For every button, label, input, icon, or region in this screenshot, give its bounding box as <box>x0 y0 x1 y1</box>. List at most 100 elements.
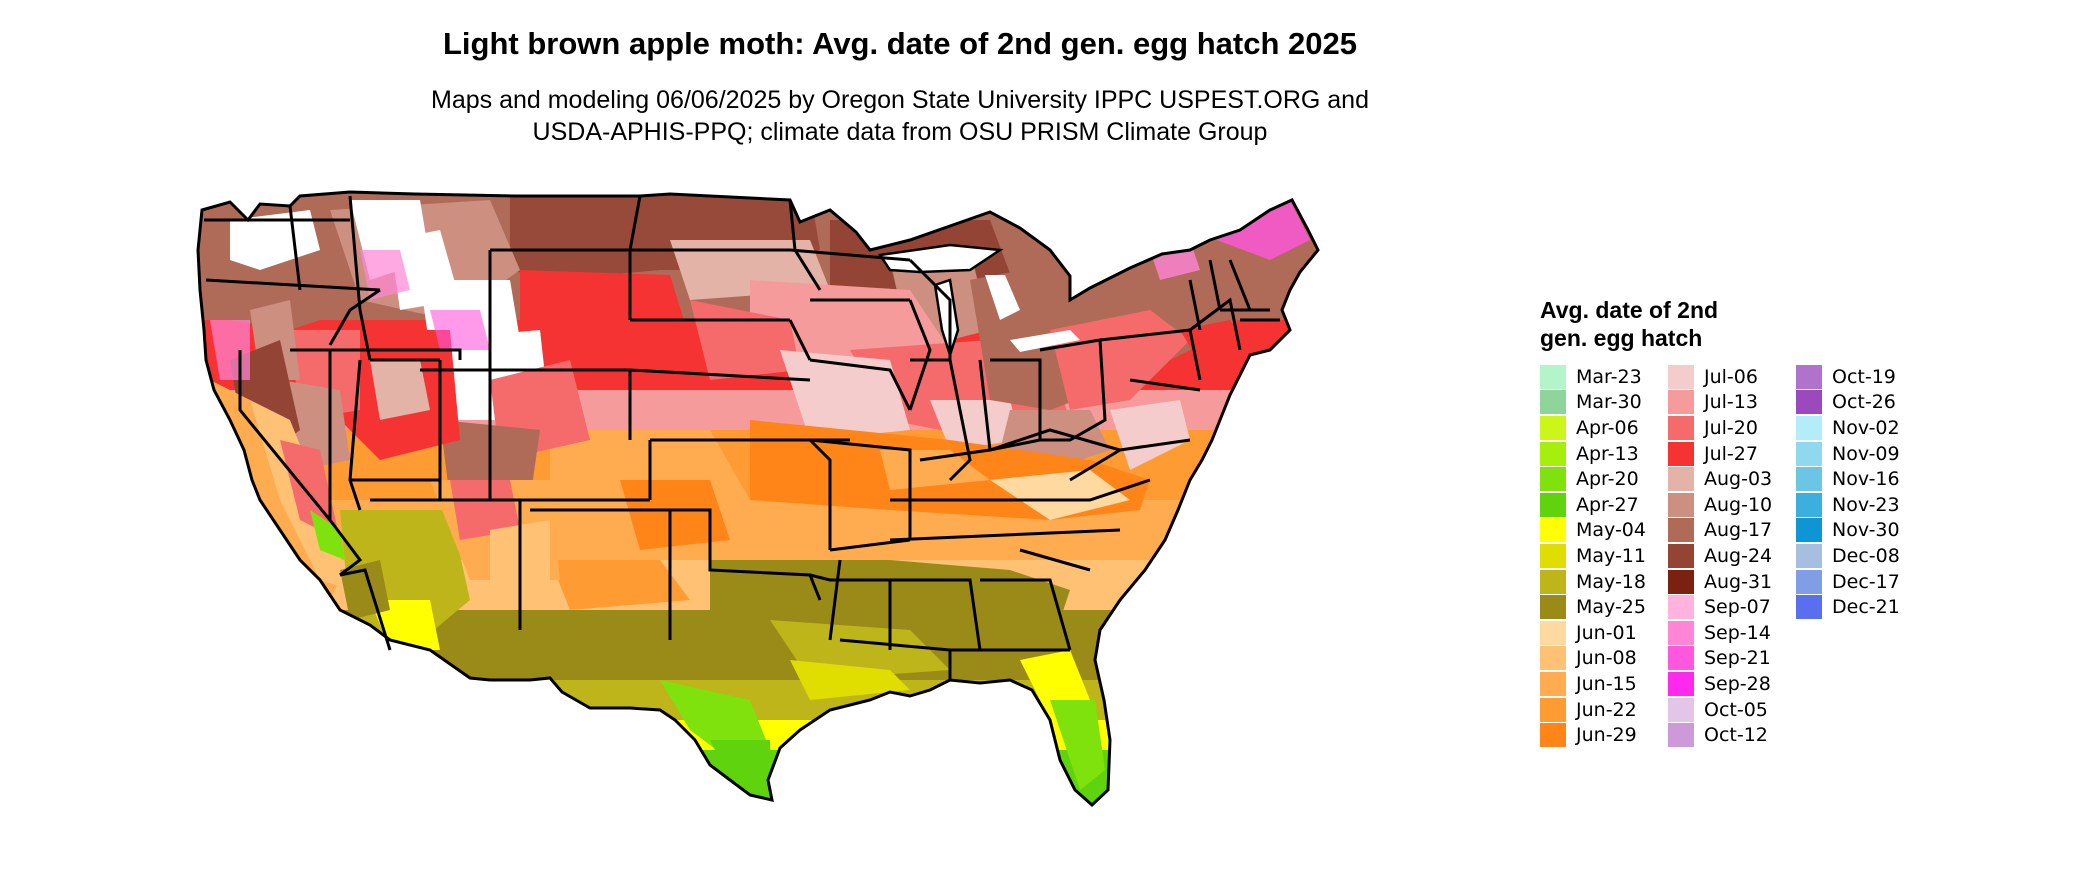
legend-label: Mar-30 <box>1576 391 1642 414</box>
legend-item: Mar-23 <box>1540 364 1668 390</box>
legend-swatch <box>1668 543 1694 568</box>
legend-label: Apr-06 <box>1576 416 1639 439</box>
legend-item: May-25 <box>1540 594 1668 620</box>
legend-swatch <box>1668 671 1694 696</box>
legend-swatch <box>1668 390 1694 415</box>
legend-item: Sep-21 <box>1668 646 1796 672</box>
legend-item: Sep-07 <box>1668 594 1796 620</box>
legend-item: Jun-08 <box>1540 646 1668 672</box>
legend-label: Oct-12 <box>1704 724 1768 747</box>
legend-item: Nov-30 <box>1796 518 1924 544</box>
legend-swatch <box>1540 492 1566 517</box>
hatch-date-raster <box>198 192 1318 805</box>
legend-item: Apr-20 <box>1540 466 1668 492</box>
legend-item: Nov-02 <box>1796 415 1924 441</box>
us-map <box>190 180 1520 890</box>
legend-swatch <box>1540 595 1566 620</box>
lake-huron <box>985 275 1020 320</box>
legend-swatch <box>1668 441 1694 466</box>
legend-swatch <box>1668 467 1694 492</box>
legend-swatch <box>1540 467 1566 492</box>
legend-swatch <box>1668 518 1694 543</box>
legend-item: Nov-23 <box>1796 492 1924 518</box>
legend-label: Oct-05 <box>1704 698 1768 721</box>
legend-swatch <box>1540 441 1566 466</box>
legend-item: Jun-01 <box>1540 620 1668 646</box>
legend-label: Jun-01 <box>1576 621 1637 644</box>
legend-item: Jun-15 <box>1540 671 1668 697</box>
legend-item: Jul-27 <box>1668 441 1796 467</box>
legend-swatch <box>1540 697 1566 722</box>
legend-swatch <box>1796 390 1822 415</box>
legend-label: Dec-21 <box>1832 596 1900 619</box>
legend-swatch <box>1668 646 1694 671</box>
legend-label: Nov-16 <box>1832 468 1900 491</box>
legend-swatch <box>1540 569 1566 594</box>
legend-label: Jul-27 <box>1704 442 1758 465</box>
legend-swatch <box>1796 467 1822 492</box>
legend: Avg. date of 2nd gen. egg hatch Mar-23 Ma… <box>1540 296 1924 748</box>
legend-swatch <box>1668 569 1694 594</box>
legend-label: Aug-03 <box>1704 468 1773 491</box>
legend-swatch <box>1540 723 1566 748</box>
legend-label: Aug-24 <box>1704 544 1773 567</box>
legend-item: Jun-22 <box>1540 697 1668 723</box>
legend-swatch <box>1796 595 1822 620</box>
map-subtitle: Maps and modeling 06/06/2025 by Oregon S… <box>60 84 1740 148</box>
legend-swatch <box>1540 415 1566 440</box>
legend-label: Oct-26 <box>1832 391 1896 414</box>
legend-item: May-11 <box>1540 543 1668 569</box>
legend-label: Nov-09 <box>1832 442 1900 465</box>
legend-swatch <box>1796 492 1822 517</box>
legend-swatch <box>1540 646 1566 671</box>
legend-label: Apr-20 <box>1576 468 1639 491</box>
legend-item: Nov-09 <box>1796 441 1924 467</box>
legend-swatch <box>1668 415 1694 440</box>
legend-label: Aug-17 <box>1704 519 1773 542</box>
legend-item: Aug-24 <box>1668 543 1796 569</box>
legend-swatch <box>1668 492 1694 517</box>
legend-swatch <box>1668 697 1694 722</box>
legend-columns: Mar-23 Mar-30 Apr-06 Apr-13 Apr-20 Apr-27 May-… <box>1540 364 1924 748</box>
legend-swatch <box>1540 518 1566 543</box>
legend-label: May-18 <box>1576 570 1646 593</box>
legend-item: Apr-13 <box>1540 441 1668 467</box>
legend-swatch <box>1540 390 1566 415</box>
legend-label: Sep-28 <box>1704 672 1771 695</box>
legend-item: May-18 <box>1540 569 1668 595</box>
legend-label: Jun-22 <box>1576 698 1637 721</box>
legend-label: Jun-08 <box>1576 647 1637 670</box>
legend-label: Jul-13 <box>1704 391 1758 414</box>
legend-item: Mar-30 <box>1540 390 1668 416</box>
state-borders <box>204 195 1280 680</box>
legend-item: Nov-16 <box>1796 466 1924 492</box>
legend-swatch <box>1668 723 1694 748</box>
legend-item: Aug-10 <box>1668 492 1796 518</box>
legend-label: Nov-30 <box>1832 519 1900 542</box>
legend-label: Aug-10 <box>1704 493 1773 516</box>
legend-item: Oct-12 <box>1668 722 1796 748</box>
legend-swatch <box>1540 671 1566 696</box>
legend-item: Aug-31 <box>1668 569 1796 595</box>
legend-swatch <box>1796 569 1822 594</box>
legend-label: Nov-23 <box>1832 493 1900 516</box>
legend-label: May-25 <box>1576 596 1646 619</box>
legend-label: Nov-02 <box>1832 416 1900 439</box>
map-title: Light brown apple moth: Avg. date of 2nd… <box>443 26 1357 61</box>
us-map-svg <box>196 190 1320 807</box>
legend-label: Oct-19 <box>1832 365 1896 388</box>
subtitle-line-2: USDA-APHIS-PPQ; climate data from OSU PR… <box>532 118 1268 146</box>
legend-swatch <box>1796 543 1822 568</box>
legend-item: Jun-29 <box>1540 722 1668 748</box>
legend-swatch <box>1668 620 1694 645</box>
legend-swatch <box>1796 364 1822 389</box>
legend-item: Aug-03 <box>1668 466 1796 492</box>
legend-label: Jun-29 <box>1576 724 1637 747</box>
legend-item: Oct-05 <box>1668 697 1796 723</box>
legend-label: Sep-07 <box>1704 596 1771 619</box>
legend-label: May-04 <box>1576 519 1646 542</box>
legend-label: Aug-31 <box>1704 570 1773 593</box>
legend-label: Sep-14 <box>1704 621 1771 644</box>
legend-item: Apr-27 <box>1540 492 1668 518</box>
legend-item: Sep-14 <box>1668 620 1796 646</box>
